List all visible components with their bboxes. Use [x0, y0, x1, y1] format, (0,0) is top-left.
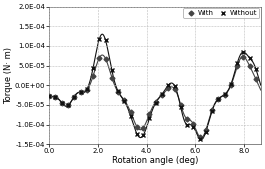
With	[186, 118, 189, 120]
With	[60, 102, 63, 104]
Without	[91, 67, 95, 69]
With	[167, 87, 170, 89]
Without	[204, 131, 207, 133]
Without	[129, 115, 132, 117]
Without	[104, 39, 107, 41]
With	[179, 104, 182, 106]
With	[210, 109, 214, 111]
Without	[186, 124, 189, 126]
With	[223, 94, 226, 96]
Without	[54, 96, 57, 98]
With	[98, 57, 101, 59]
With	[173, 88, 176, 90]
Without	[160, 93, 164, 95]
With	[123, 99, 126, 101]
X-axis label: Rotation angle (deg): Rotation angle (deg)	[112, 156, 198, 165]
Without	[210, 110, 214, 112]
With	[198, 136, 201, 138]
Without	[173, 85, 176, 87]
With	[73, 95, 76, 98]
Without	[135, 133, 139, 135]
Without	[167, 84, 170, 86]
With	[91, 75, 95, 77]
Without	[110, 69, 113, 71]
Without	[154, 102, 157, 104]
With	[79, 91, 82, 93]
With	[248, 65, 251, 67]
Without	[254, 68, 258, 70]
Without	[123, 100, 126, 102]
With	[154, 101, 157, 103]
Line: Without: Without	[47, 37, 258, 141]
Without	[60, 102, 63, 104]
Legend: With, Without: With, Without	[183, 8, 259, 18]
With	[67, 104, 70, 106]
With	[254, 78, 258, 80]
With	[229, 84, 232, 86]
Without	[117, 90, 120, 92]
Without	[179, 106, 182, 108]
Without	[73, 95, 76, 98]
With	[204, 129, 207, 131]
Without	[192, 126, 195, 128]
Without	[229, 83, 232, 85]
Without	[248, 57, 251, 59]
Without	[85, 88, 89, 90]
With	[54, 96, 57, 98]
Line: With: With	[47, 55, 258, 139]
With	[160, 94, 164, 96]
With	[217, 98, 220, 100]
With	[110, 77, 113, 79]
With	[48, 95, 51, 97]
Without	[79, 91, 82, 93]
With	[192, 123, 195, 125]
With	[129, 111, 132, 113]
Without	[98, 38, 101, 40]
Without	[48, 95, 51, 97]
With	[242, 56, 245, 58]
With	[104, 58, 107, 60]
Without	[242, 51, 245, 53]
Without	[223, 93, 226, 95]
Without	[217, 98, 220, 100]
With	[85, 89, 89, 91]
Without	[236, 62, 239, 64]
Without	[142, 134, 145, 136]
Y-axis label: Torque (N· m): Torque (N· m)	[4, 47, 13, 104]
Without	[67, 104, 70, 106]
With	[142, 127, 145, 129]
With	[236, 65, 239, 67]
Without	[198, 138, 201, 140]
With	[148, 113, 151, 115]
With	[135, 126, 139, 128]
With	[117, 91, 120, 93]
Without	[148, 117, 151, 119]
